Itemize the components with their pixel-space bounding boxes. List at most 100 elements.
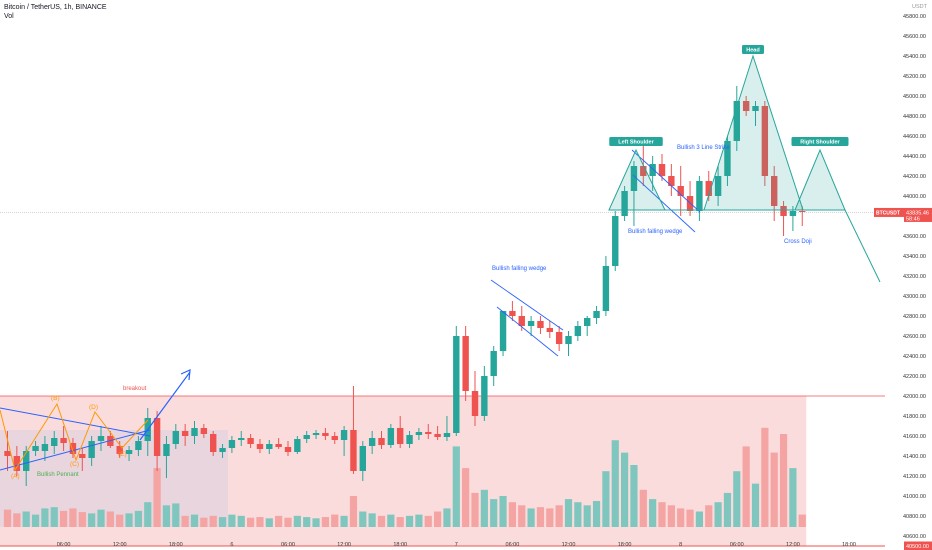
y-tick-label: 42200.00 [903, 374, 926, 380]
volume-bar [415, 514, 423, 527]
right-shoulder-label-bg [791, 137, 849, 146]
volume-bar [480, 489, 488, 527]
volume-bar [200, 517, 208, 527]
candle-body [350, 430, 357, 471]
candle-body [97, 436, 105, 441]
candle-body [780, 206, 787, 216]
currency-label: USDT [912, 4, 928, 10]
volume-bar [761, 427, 769, 527]
candle-body [677, 186, 684, 196]
volume-bar [247, 517, 255, 527]
volume-bar [41, 508, 49, 527]
candle-body [368, 438, 376, 446]
volume-bar [387, 514, 395, 527]
candle-body [397, 428, 404, 444]
price-tag-bg [904, 207, 932, 222]
volume-label: Vol [4, 13, 14, 20]
wedge1-upper [490, 279, 564, 331]
candle-body [621, 191, 628, 216]
volume-bar [779, 434, 788, 527]
candle-body [714, 176, 722, 196]
volume-bar [134, 510, 142, 527]
volume-bar [60, 510, 68, 527]
y-tick-label: 41000.00 [903, 494, 926, 500]
volume-bar [116, 514, 124, 527]
wave-e-label: (E) [118, 451, 127, 458]
symbol-tag-bg [874, 207, 904, 217]
volume-bar [602, 471, 610, 527]
falling-wedge-2-label: Bullish falling wedge [628, 229, 683, 235]
volume-bar [106, 511, 114, 527]
wave-a-label: (A) [11, 473, 20, 480]
volume-bar [536, 507, 545, 527]
volume-bar [555, 505, 563, 527]
candle-body [415, 432, 423, 435]
x-tick-label: 7 [455, 542, 458, 548]
volume-bar [621, 452, 629, 527]
candle-body [761, 106, 769, 176]
candle-body [602, 266, 610, 311]
volume-bar [293, 515, 301, 527]
volume-bar [303, 517, 311, 527]
candle-body [88, 441, 95, 458]
volume-bar [312, 518, 320, 527]
candle-body [228, 440, 236, 448]
volume-bar [50, 507, 58, 527]
volume-bar [69, 508, 77, 527]
candle-body [649, 164, 656, 176]
wave-b-label: (B) [51, 395, 60, 402]
candle-body [658, 164, 666, 176]
volume-bar [218, 517, 227, 527]
left-shoulder-shape [608, 148, 666, 211]
volume-bar [592, 500, 601, 527]
volume-bar [714, 502, 722, 527]
volume-bar [209, 515, 217, 527]
pennant-lower-line [0, 429, 151, 471]
candle-body [471, 391, 479, 416]
volume-bar [611, 440, 619, 527]
y-tick-label: 43400.00 [903, 254, 926, 260]
volume-bar [396, 517, 404, 527]
x-tick-label: 06:00 [506, 542, 520, 548]
y-tick-label: 44000.00 [903, 194, 926, 200]
x-tick-label: 18:00 [169, 542, 183, 548]
volume-bar [789, 468, 797, 527]
volume-bar [443, 508, 451, 527]
candle-body [266, 444, 273, 449]
volume-bar [508, 502, 516, 527]
candle-body [630, 166, 638, 191]
y-tick-label: 42400.00 [903, 354, 926, 360]
y-tick-label: 41200.00 [903, 474, 926, 480]
low-line-tag-bg [904, 541, 932, 550]
three-line-strike-label: Bullish 3 Line Strike [677, 145, 730, 151]
candle-body [181, 431, 189, 436]
candle-body [275, 444, 282, 447]
volume-bar [256, 517, 264, 527]
candle-body [191, 428, 198, 436]
candle-body [13, 456, 21, 471]
volume-bar [88, 513, 96, 527]
candle-body [481, 376, 488, 416]
volume-bar [658, 502, 666, 527]
y-tick-label: 42000.00 [903, 394, 926, 400]
volume-bar [22, 511, 30, 527]
candle-body [462, 336, 469, 391]
x-tick-label: 12:00 [113, 542, 127, 548]
candle-body [60, 438, 67, 443]
candle-body [537, 321, 544, 328]
y-tick-label: 45600.00 [903, 34, 926, 40]
candle-body [443, 433, 451, 437]
volume-bar [162, 505, 171, 527]
volume-bar [265, 518, 273, 527]
volume-bar [275, 515, 283, 527]
candle-body [640, 166, 647, 176]
candle-body [789, 211, 797, 216]
candle-body [125, 450, 133, 454]
left-shoulder-label-bg [609, 137, 663, 146]
volume-bar [368, 513, 376, 527]
candle-body [79, 454, 86, 458]
volume-bar [228, 514, 236, 527]
volume-bar [471, 492, 479, 527]
candle-body [219, 448, 226, 452]
x-tick-label: 8 [679, 542, 682, 548]
